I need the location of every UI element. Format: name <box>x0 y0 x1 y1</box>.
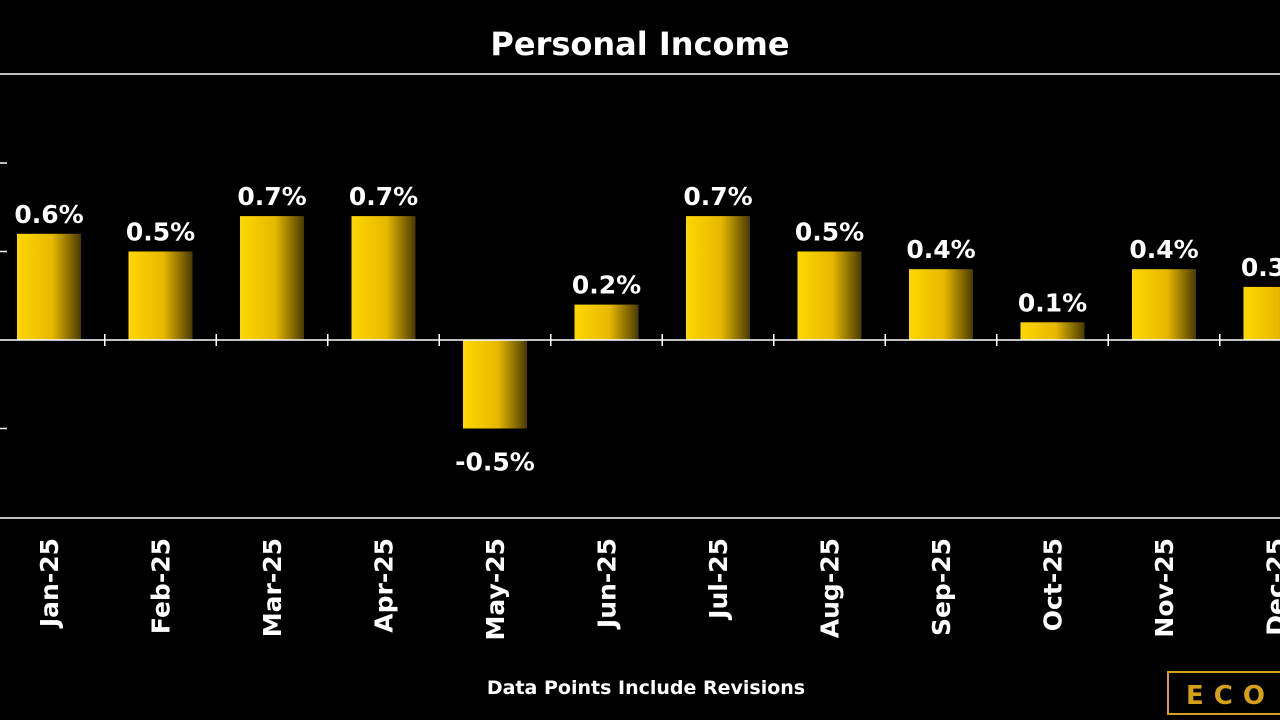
bar-sep-25 <box>909 269 973 340</box>
data-labels: 0.6% 0.5% 0.7% 0.7% -0.5% 0.2% 0.7% 0.5% 0.4% 0.1… <box>14 182 1280 476</box>
category-labels: Jan-25 Feb-25 Mar-25 Apr-25 May-25 Jun-25 Jul-… <box>35 538 1280 640</box>
data-label: -0.5% <box>455 448 535 477</box>
data-label: 0.7% <box>683 182 752 211</box>
bar-series <box>17 216 1280 429</box>
logo-frame <box>1167 671 1280 715</box>
category-label: Dec-25 <box>1262 538 1280 636</box>
chart-title: Personal Income <box>490 25 789 63</box>
data-label: 0.4% <box>1129 235 1198 264</box>
bar-jun-25 <box>574 304 639 340</box>
category-label: Jan-25 <box>35 538 64 629</box>
bar-dec-25 <box>1243 286 1280 340</box>
category-label: Jul-25 <box>704 538 733 621</box>
category-label: May-25 <box>481 538 510 640</box>
bar-apr-25 <box>351 216 416 340</box>
footer-note: Data Points Include Revisions <box>487 677 805 699</box>
data-label: 0.3% <box>1241 253 1280 282</box>
x-axis <box>0 334 1280 346</box>
category-label: Oct-25 <box>1039 538 1068 631</box>
data-label: 0.7% <box>237 182 306 211</box>
category-label: Aug-25 <box>816 538 845 638</box>
category-label: Feb-25 <box>147 538 176 634</box>
data-label: 0.6% <box>14 200 83 229</box>
bar-may-25 <box>463 340 527 429</box>
bar-aug-25 <box>797 251 862 340</box>
data-label: 0.7% <box>349 182 418 211</box>
category-label: Mar-25 <box>258 538 287 637</box>
bar-feb-25 <box>128 251 193 340</box>
category-label: Nov-25 <box>1150 538 1179 638</box>
bar-oct-25 <box>1020 322 1085 340</box>
category-label: Jun-25 <box>593 538 622 630</box>
bar-nov-25 <box>1132 269 1196 340</box>
category-label: Sep-25 <box>927 538 956 636</box>
bar-jul-25 <box>686 216 750 340</box>
y-axis-ticks <box>0 162 7 430</box>
bar-mar-25 <box>240 216 304 340</box>
data-label: 0.1% <box>1018 288 1087 317</box>
logo-text: ECO <box>1186 681 1275 711</box>
data-label: 0.4% <box>906 235 975 264</box>
eco-logo: ECO <box>1167 671 1280 715</box>
data-label: 0.2% <box>572 271 641 300</box>
data-label: 0.5% <box>126 218 195 247</box>
bar-jan-25 <box>17 233 81 340</box>
category-label: Apr-25 <box>370 538 399 633</box>
data-label: 0.5% <box>795 218 864 247</box>
